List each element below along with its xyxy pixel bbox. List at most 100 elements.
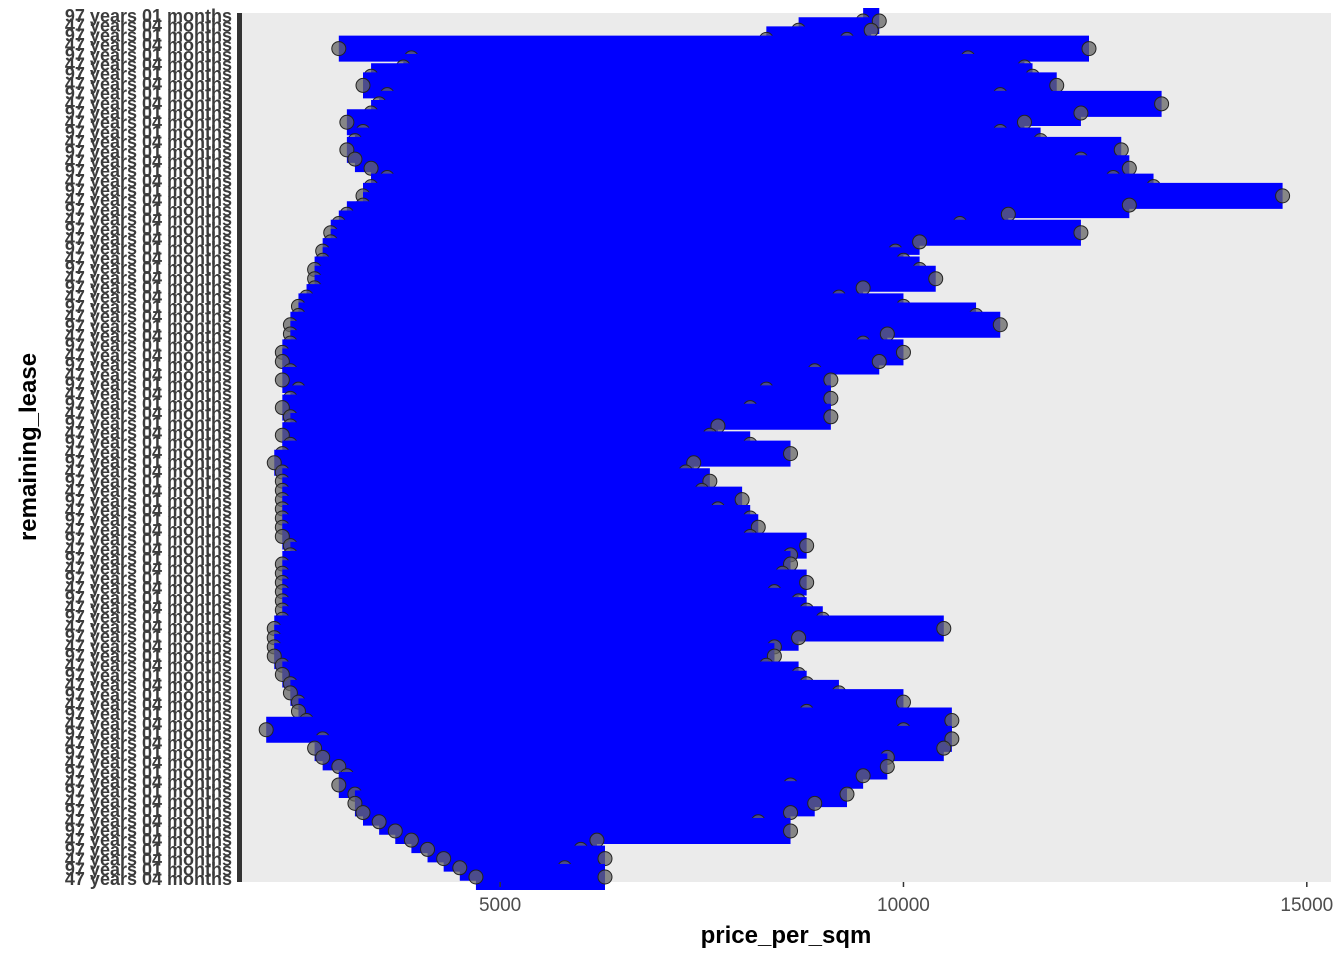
max-point	[871, 354, 887, 370]
y-tick-label: 97 years 01 months	[65, 84, 232, 104]
y-tick-label: 47 years 04 months	[65, 326, 232, 346]
y-tick-label: 97 years 01 months	[65, 452, 232, 472]
min-point	[363, 160, 379, 176]
y-tick-label: 97 years 01 months	[65, 821, 232, 841]
y-tick-label: 47 years 04 months	[65, 753, 232, 773]
y-tick-rail	[237, 13, 242, 882]
y-tick-label: 47 years 04 months	[65, 307, 232, 327]
y-tick-label: 47 years 04 months	[65, 442, 232, 462]
y-tick-label: 97 years 01 months	[65, 336, 232, 356]
max-point	[823, 409, 839, 425]
y-tick-label: 47 years 04 months	[65, 54, 232, 74]
y-tick-label: 47 years 04 months	[65, 559, 232, 579]
min-point	[436, 851, 452, 867]
y-tick-label: 47 years 04 months	[65, 830, 232, 850]
y-tick-label: 97 years 01 months	[65, 646, 232, 666]
y-tick-label: 97 years 01 months	[65, 530, 232, 550]
max-point	[783, 805, 799, 821]
y-tick-label: 47 years 04 months	[65, 578, 232, 598]
y-tick-label: 47 years 04 months	[65, 190, 232, 210]
max-point	[1049, 77, 1065, 93]
y-tick-label: 47 years 04 months	[65, 869, 232, 889]
y-tick-label: 97 years 01 months	[65, 200, 232, 220]
max-point	[855, 280, 871, 296]
y-tick-label: 97 years 01 months	[65, 724, 232, 744]
max-point	[823, 372, 839, 388]
y-tick-label: 47 years 04 months	[65, 248, 232, 268]
y-tick-label: 97 years 01 months	[65, 607, 232, 627]
min-point	[420, 841, 436, 857]
y-tick-label: 97 years 01 months	[65, 685, 232, 705]
y-tick-label: 97 years 01 months	[65, 278, 232, 298]
y-ticks	[237, 13, 242, 882]
min-point	[331, 777, 347, 793]
y-tick-label: 97 years 01 months	[65, 704, 232, 724]
y-tick-label: 97 years 01 months	[65, 549, 232, 569]
max-point	[799, 574, 815, 590]
y-tick-label: 47 years 04 months	[65, 811, 232, 831]
y-tick-label: 47 years 04 months	[65, 636, 232, 656]
y-tick-label: 97 years 01 months	[65, 161, 232, 181]
y-tick-label: 97 years 01 months	[65, 588, 232, 608]
max-point	[783, 823, 799, 839]
y-tick-label: 97 years 01 months	[65, 491, 232, 511]
min-point	[387, 823, 403, 839]
y-tick-label: 47 years 04 months	[65, 210, 232, 230]
max-point	[1121, 197, 1137, 213]
y-tick-label: 97 years 01 months	[65, 840, 232, 860]
y-tick-label: 47 years 04 months	[65, 539, 232, 559]
y-tick-label: 97 years 01 months	[65, 64, 232, 84]
max-point	[863, 22, 879, 38]
y-tick-label: 47 years 04 months	[65, 151, 232, 171]
max-point	[879, 326, 895, 342]
max-point	[1154, 96, 1170, 112]
min-point	[274, 372, 290, 388]
max-point	[928, 271, 944, 287]
min-point	[371, 814, 387, 830]
y-tick-label: 97 years 01 months	[65, 433, 232, 453]
y-tick-label: 47 years 04 months	[65, 113, 232, 133]
max-point	[1073, 105, 1089, 121]
y-tick-label: 97 years 01 months	[65, 122, 232, 142]
y-tick-label: 97 years 01 months	[65, 627, 232, 647]
y-tick-label: 47 years 04 months	[65, 365, 232, 385]
max-point	[839, 786, 855, 802]
max-point	[1113, 142, 1129, 158]
y-tick-label: 97 years 01 months	[65, 239, 232, 259]
max-point	[823, 390, 839, 406]
y-tick-label: 47 years 04 months	[65, 675, 232, 695]
y-tick-label: 97 years 01 months	[65, 471, 232, 491]
y-tick-label: 47 years 04 months	[65, 74, 232, 94]
y-tick-label: 97 years 01 months	[65, 568, 232, 588]
x-tick-label: 15000	[1280, 895, 1333, 916]
y-tick-label: 97 years 01 months	[65, 258, 232, 278]
y-tick-label: 47 years 04 months	[65, 345, 232, 365]
y-tick-label: 97 years 01 months	[65, 219, 232, 239]
y-tick-label: 97 years 01 months	[65, 181, 232, 201]
y-tick-label: 47 years 04 months	[65, 423, 232, 443]
max-point	[895, 694, 911, 710]
max-point	[734, 492, 750, 508]
min-point	[355, 805, 371, 821]
max-point	[589, 832, 605, 848]
max-point	[992, 317, 1008, 333]
max-point	[1016, 114, 1032, 130]
y-tick-label: 47 years 04 months	[65, 520, 232, 540]
y-tick-label: 97 years 01 months	[65, 45, 232, 65]
y-tick-label: 47 years 04 months	[65, 694, 232, 714]
y-tick-label: 97 years 01 months	[65, 355, 232, 375]
dumbbell-marks	[258, 8, 1291, 890]
max-point	[879, 759, 895, 775]
min-point	[355, 77, 371, 93]
y-tick-label: 47 years 04 months	[65, 791, 232, 811]
y-tick-label: 47 years 04 months	[65, 132, 232, 152]
y-tick-label: 97 years 01 months	[65, 103, 232, 123]
y-tick-label: 97 years 01 months	[65, 510, 232, 530]
y-tick-label: 47 years 04 months	[65, 93, 232, 113]
max-point	[855, 768, 871, 784]
max-point	[791, 630, 807, 646]
min-point	[468, 869, 484, 885]
y-tick-label: 97 years 01 months	[65, 25, 232, 45]
